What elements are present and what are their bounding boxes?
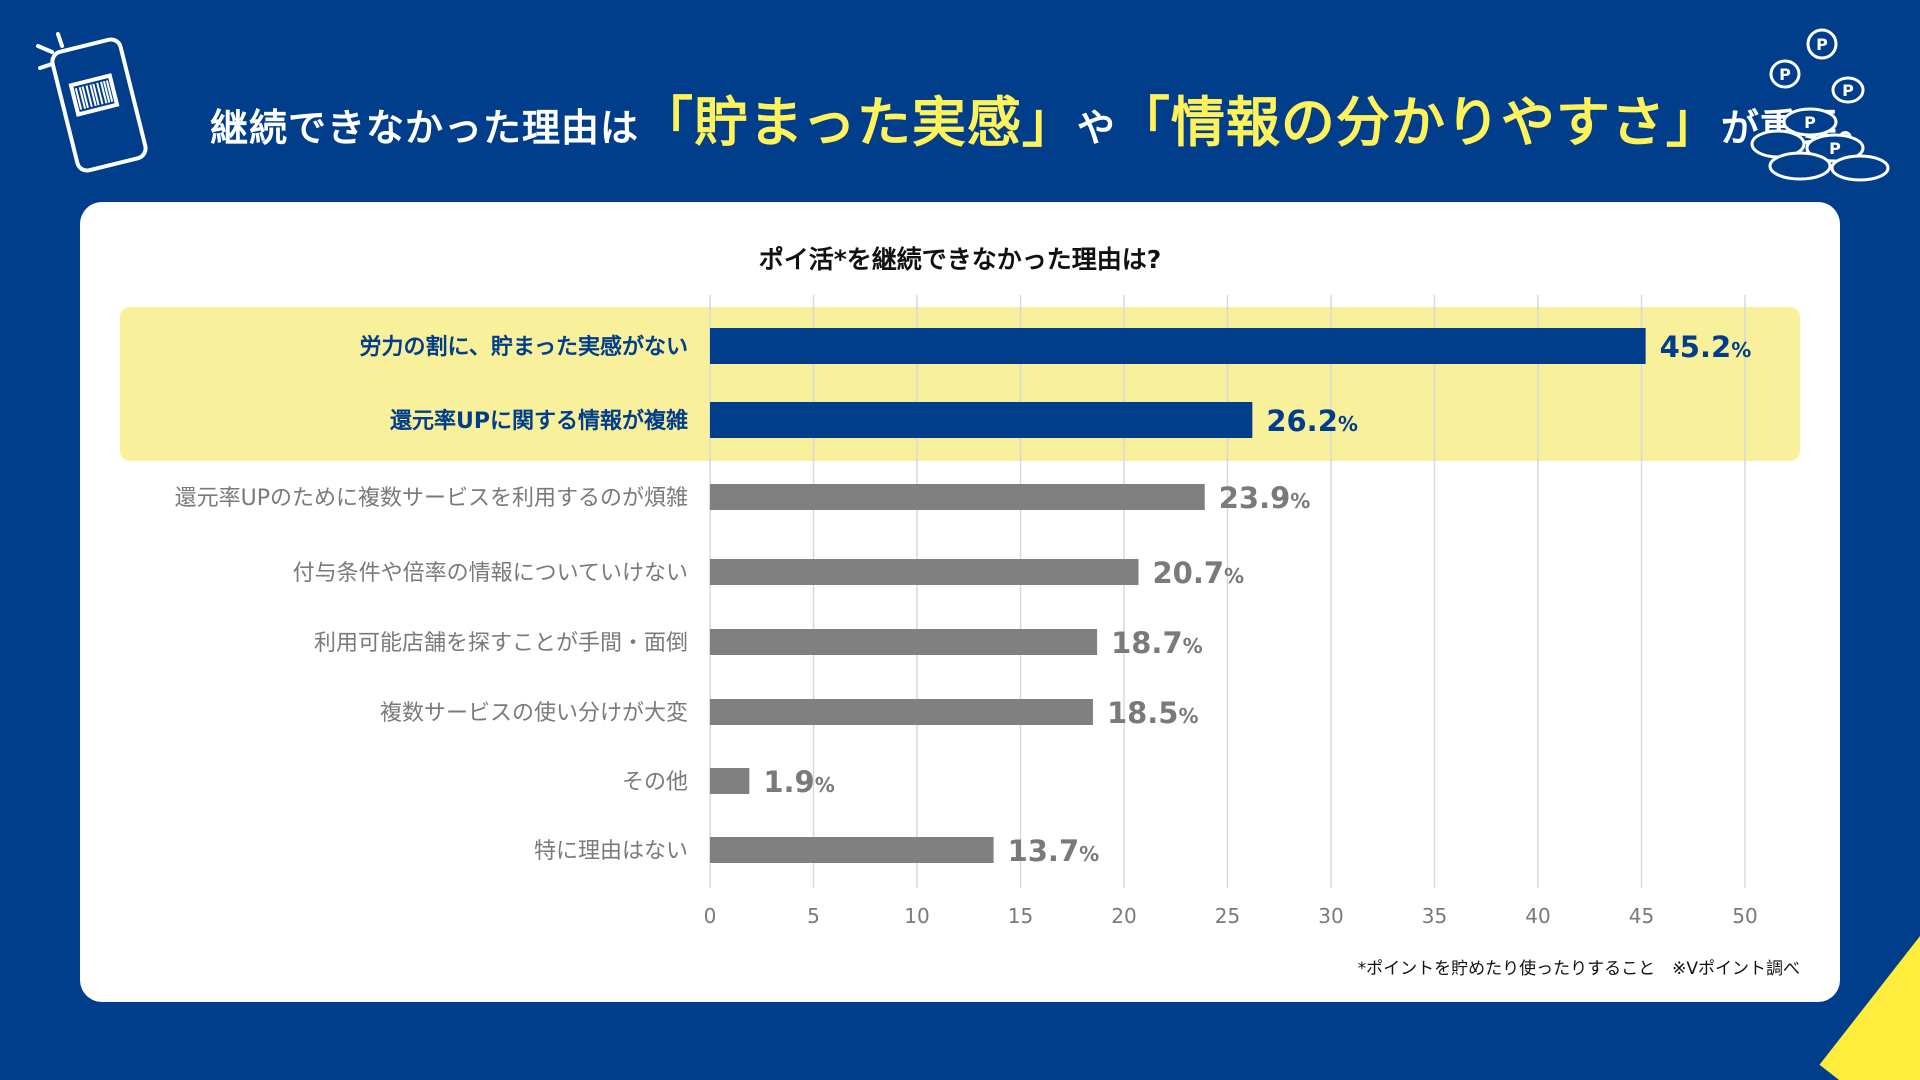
value-label: 1.9% — [763, 765, 834, 799]
x-tick-label: 0 — [704, 904, 717, 928]
x-tick-label: 5 — [807, 904, 820, 928]
value-label: 45.2% — [1660, 330, 1752, 364]
bar — [710, 699, 1093, 725]
bar — [710, 629, 1098, 655]
x-tick-label: 40 — [1525, 904, 1550, 928]
headline-part1: 継続できなかった理由は — [210, 106, 640, 150]
category-label: 労力の割に、貯まった実感がない — [360, 334, 688, 360]
x-tick-label: 30 — [1318, 904, 1343, 928]
bar — [710, 484, 1205, 510]
headline-highlight2: 「情報の分かりやすさ」 — [1115, 91, 1721, 154]
x-tick-label: 10 — [904, 904, 929, 928]
x-tick-label: 45 — [1629, 904, 1654, 928]
category-label: その他 — [622, 770, 688, 795]
coin-letter: P — [1842, 81, 1854, 100]
chart-title: ポイ活*を継続できなかった理由は? — [758, 245, 1162, 274]
value-label: 26.2% — [1266, 404, 1358, 438]
points-coins-icon: P P P P P — [1740, 22, 1910, 196]
bar — [710, 768, 750, 794]
bar — [710, 837, 994, 863]
value-label: 20.7% — [1152, 556, 1244, 590]
coin-letter: P — [1804, 113, 1816, 132]
headline-part2: や — [1076, 106, 1116, 150]
value-label: 18.7% — [1111, 626, 1203, 660]
bar — [710, 328, 1646, 364]
category-label: 還元率UPに関する情報が複雑 — [390, 408, 688, 434]
bar — [710, 559, 1139, 585]
bar — [710, 402, 1253, 438]
footnote: *ポイントを貯めたり使ったりすること ※Vポイント調べ — [1357, 959, 1800, 979]
value-label: 13.7% — [1008, 834, 1100, 868]
headline-highlight1: 「貯まった実感」 — [639, 91, 1077, 154]
value-label: 18.5% — [1107, 696, 1199, 730]
x-tick-label: 35 — [1422, 904, 1447, 928]
value-label: 23.9% — [1219, 481, 1311, 515]
coin-letter: P — [1779, 65, 1791, 84]
x-tick-label: 25 — [1215, 904, 1240, 928]
category-label: 還元率UPのために複数サービスを利用するのが煩雑 — [175, 486, 688, 511]
x-tick-label: 20 — [1111, 904, 1136, 928]
coin-letter: P — [1816, 35, 1828, 54]
category-label: 複数サービスの使い分けが大変 — [380, 701, 688, 726]
smartphone-barcode-icon — [30, 30, 160, 184]
category-label: 特に理由はない — [534, 839, 688, 864]
category-label: 付与条件や倍率の情報についていけない — [293, 561, 688, 586]
coin-letter: P — [1829, 139, 1841, 158]
x-tick-label: 50 — [1732, 904, 1757, 928]
x-tick-label: 15 — [1008, 904, 1033, 928]
category-label: 利用可能店舗を探すことが手間・面倒 — [314, 631, 688, 656]
